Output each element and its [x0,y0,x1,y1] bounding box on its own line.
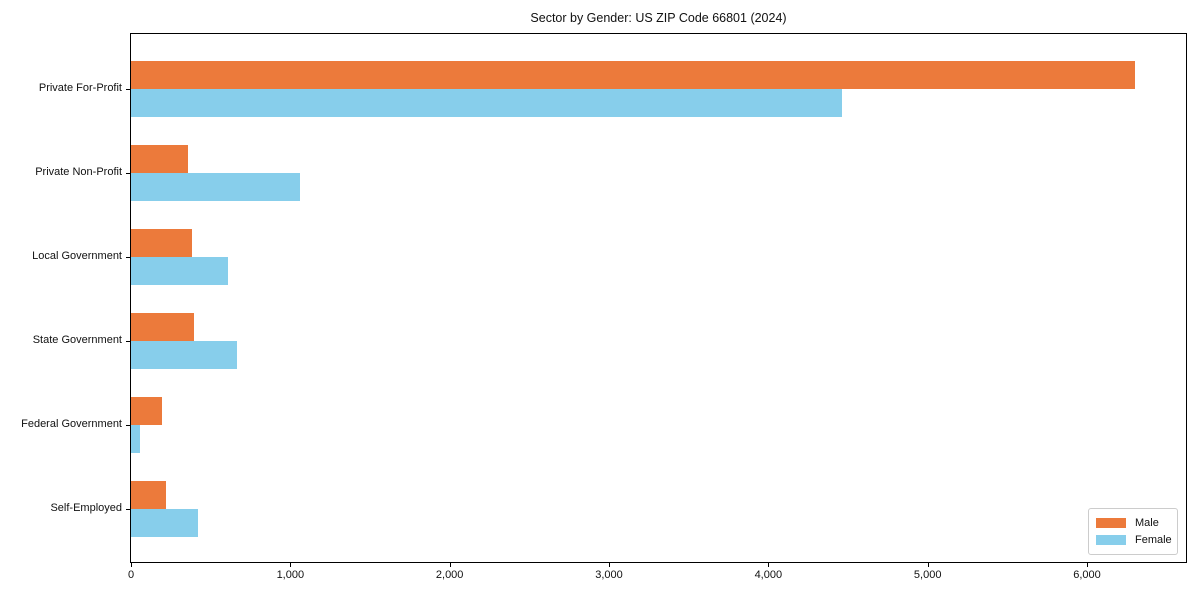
bar-male-state-government [131,312,195,341]
x-tick-label-3000: 3,000 [595,569,623,581]
legend-item-male: Male [1096,514,1170,531]
y-tick-label-private-non-profit: Private Non-Profit [35,165,122,178]
bar-female-federal-government [131,424,140,453]
x-axis-tick [1087,563,1088,567]
plot-area: Male Female [130,33,1187,563]
x-axis-tick [131,563,132,567]
bar-female-local-government [131,256,229,285]
bar-male-federal-government [131,396,163,425]
y-axis-tick [126,256,130,258]
bar-female-state-government [131,340,237,369]
x-axis-tick [927,563,929,567]
x-tick-label-1000: 1,000 [276,569,305,581]
bar-female-private-for-profit [131,88,842,117]
y-tick-label-state-government: State Government [32,333,122,346]
x-tick-label-2000: 2,000 [435,569,464,581]
y-tick-label-private-for-profit: Private For-Profit [38,81,122,94]
bar-male-private-for-profit [131,60,1135,89]
x-tick-label-6000: 6,000 [1073,569,1101,581]
bar-female-self-employed [131,508,199,537]
x-axis-tick [609,563,610,567]
y-axis-tick [126,88,130,90]
x-axis-tick [449,563,451,567]
x-tick-label-5000: 5,000 [913,569,942,581]
y-axis-tick [126,340,130,342]
bar-male-local-government [131,228,192,257]
x-tick-label-4000: 4,000 [754,569,783,581]
y-axis-tick [126,508,130,510]
x-axis-tick [290,563,292,567]
legend: Male Female [1088,508,1178,555]
y-axis-tick [126,424,130,426]
x-axis-tick [768,563,770,567]
legend-label-female: Female [1135,533,1172,546]
x-tick-label-0: 0 [127,569,135,581]
chart-title: Sector by Gender: US ZIP Code 66801 (202… [530,11,787,25]
bar-male-private-non-profit [131,144,188,173]
bar-female-private-non-profit [131,172,300,201]
y-tick-label-self-employed: Self-Employed [50,501,122,514]
y-tick-label-federal-government: Federal Government [21,417,122,430]
female-series-swatch [1096,534,1126,545]
bar-male-self-employed [131,480,167,509]
legend-item-female: Female [1096,531,1172,548]
y-tick-label-local-government: Local Government [32,249,122,262]
male-series-swatch [1096,517,1126,528]
legend-label-male: Male [1135,516,1159,529]
y-axis-tick [126,172,130,174]
